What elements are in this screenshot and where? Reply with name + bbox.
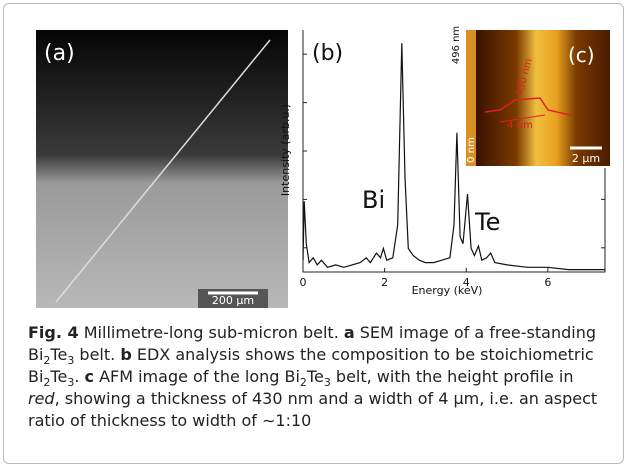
caption: Fig. 4 Millimetre-long sub-micron belt. … <box>28 322 603 432</box>
caption-run: , showing a thickness of 430 nm and a wi… <box>28 389 597 430</box>
width-label: 4 µm <box>507 120 533 131</box>
y-axis-label: Intensity (arb.u.) <box>279 104 292 196</box>
caption-run: 2 <box>300 376 307 389</box>
caption-run: 3 <box>324 376 331 389</box>
x-tick-label: 2 <box>381 276 388 289</box>
caption-run: a <box>344 323 355 342</box>
panel-label: (c) <box>568 43 595 67</box>
caption-run: b <box>120 345 131 364</box>
caption-run: AFM image of the long Bi <box>94 367 300 386</box>
x-tick-label: 6 <box>544 276 551 289</box>
x-tick-label: 0 <box>300 276 307 289</box>
caption-run: Te <box>50 345 67 364</box>
caption-run: Te <box>307 367 324 386</box>
caption-run: c <box>85 367 94 386</box>
scale-label: 200 µm <box>212 294 254 307</box>
caption-run: . <box>74 367 84 386</box>
caption-run: Te <box>50 367 67 386</box>
panel-label: (b) <box>312 41 343 66</box>
annotation: Bi <box>362 186 385 214</box>
z-max: 496 nm <box>451 26 462 64</box>
caption-run: red <box>28 389 55 408</box>
caption-run: Millimetre-long sub-micron belt. <box>79 323 344 342</box>
caption-run: belt. <box>74 345 120 364</box>
caption-run: belt, with the height profile in <box>331 367 574 386</box>
panel-label: (a) <box>44 41 75 66</box>
z-min: 0 nm <box>466 137 477 163</box>
scale-label: 2 µm <box>572 152 600 165</box>
annotation: Te <box>474 208 500 236</box>
caption-run: Fig. 4 <box>28 323 79 342</box>
page: { "figure": { "panel_a": {"label": "(a)"… <box>0 0 629 469</box>
sem-image <box>36 30 288 308</box>
x-axis-label: Energy (keV) <box>412 284 483 297</box>
